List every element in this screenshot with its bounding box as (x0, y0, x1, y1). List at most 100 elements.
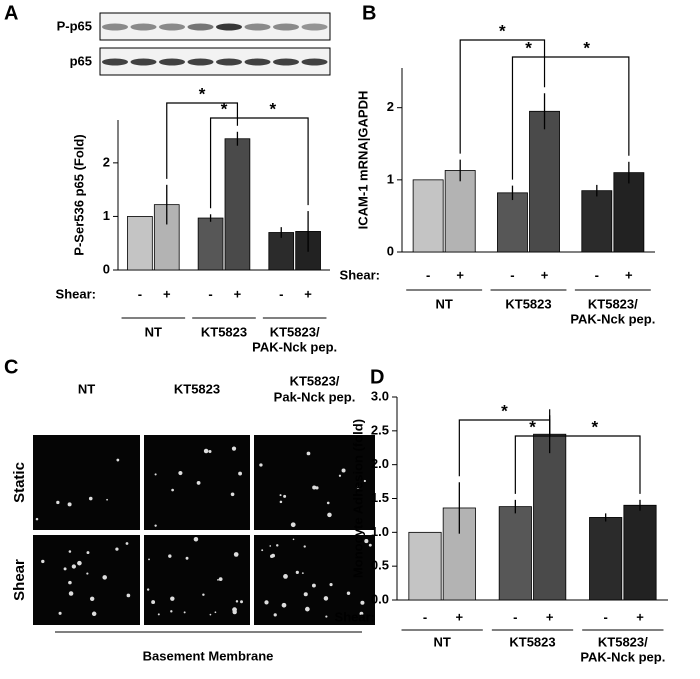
cell (56, 500, 60, 505)
cell (240, 600, 243, 604)
panel-label: D (370, 366, 384, 388)
blot-label: p65 (70, 53, 92, 68)
column-label: NT (78, 381, 95, 396)
cell (125, 542, 129, 545)
cell (356, 486, 360, 489)
row-label: Static (11, 462, 28, 503)
cell (326, 501, 330, 505)
cell (157, 613, 160, 616)
significance-bracket (459, 39, 546, 154)
blot-band (216, 58, 242, 66)
cell (283, 574, 288, 579)
cell (218, 577, 223, 582)
cell (86, 572, 89, 575)
y-tick-label: 0 (103, 261, 110, 276)
y-axis-label: P-Ser536 p65 (Fold) (71, 134, 86, 255)
blot-band (187, 23, 214, 31)
cell (281, 602, 287, 608)
cell (269, 545, 272, 547)
y-axis-label: ICAM-1 mRNA|GAPDH (355, 91, 370, 230)
western-blot: P-p65 p65 (57, 12, 331, 76)
x-tick-label: - (138, 286, 142, 301)
cell (312, 485, 317, 490)
cell (151, 600, 156, 605)
blot-band (244, 58, 271, 66)
cell (217, 578, 219, 581)
bar (127, 216, 153, 271)
bar (497, 192, 528, 253)
significance-bracket (166, 102, 239, 179)
micrograph-image (33, 435, 140, 530)
cell (232, 607, 237, 613)
cell (58, 611, 62, 615)
cell (202, 593, 205, 596)
cell (63, 567, 67, 571)
x-tick-label: - (423, 609, 427, 624)
x-tick-label: - (426, 267, 430, 282)
cell (290, 522, 296, 528)
cell (325, 615, 328, 618)
group-label: NT (435, 296, 452, 311)
cell (209, 613, 212, 616)
cell (67, 502, 72, 507)
blot-band (273, 23, 299, 31)
cell (327, 512, 332, 518)
cell (323, 596, 329, 601)
bar (408, 531, 442, 601)
blot-band (159, 23, 185, 31)
y-axis-label: Monocyte Adhesion (fold) (350, 419, 365, 578)
group-label: KT5823 (505, 296, 551, 311)
cell (89, 596, 95, 602)
cell (148, 558, 150, 561)
column-label: KT5823/ (290, 373, 340, 388)
x-tick-label: - (603, 609, 607, 624)
cell (279, 494, 282, 497)
cell (183, 611, 186, 614)
cell (68, 550, 72, 553)
group-label: PAK-Nck pep. (252, 339, 337, 354)
significance-star: * (199, 84, 206, 103)
cell (86, 551, 90, 555)
significance-star: * (269, 99, 276, 118)
cell (146, 588, 150, 591)
row-label: Shear (11, 559, 28, 601)
cell (116, 458, 120, 462)
group-label: KT5823/ (588, 296, 638, 311)
cell (305, 606, 310, 612)
bar (529, 110, 560, 253)
y-tick-label: 2.5 (371, 422, 389, 437)
cell (68, 580, 72, 585)
cell (279, 500, 283, 504)
cell (235, 600, 239, 603)
x-tick-label: - (513, 609, 517, 624)
cell (102, 575, 107, 580)
x-tick-label: + (304, 286, 312, 301)
bar (581, 190, 613, 253)
cell (273, 613, 277, 617)
blot-label: P-p65 (57, 18, 92, 33)
group-label: KT5823 (509, 634, 555, 649)
cell (360, 600, 365, 605)
cell (91, 611, 97, 617)
significance-star: * (583, 38, 590, 57)
x-tick-label: + (546, 609, 554, 624)
group-label: NT (433, 634, 450, 649)
significance-bracket (209, 117, 309, 209)
cell (341, 468, 346, 473)
group-label: NT (145, 324, 162, 339)
cell (77, 560, 82, 566)
cell (35, 517, 39, 521)
blot-band (130, 58, 157, 66)
blot-band (301, 58, 328, 66)
cell (203, 448, 209, 454)
x-tick-label: - (510, 267, 514, 282)
cell (261, 549, 264, 552)
group-label: KT5823/ (270, 324, 320, 339)
significance-star: * (592, 417, 599, 436)
panel-label: B (362, 2, 376, 24)
group-label: KT5823/ (598, 634, 648, 649)
significance-bracket (514, 435, 641, 494)
y-tick-label: 0.0 (371, 591, 389, 606)
cell (364, 539, 369, 544)
blot-band (187, 58, 214, 66)
